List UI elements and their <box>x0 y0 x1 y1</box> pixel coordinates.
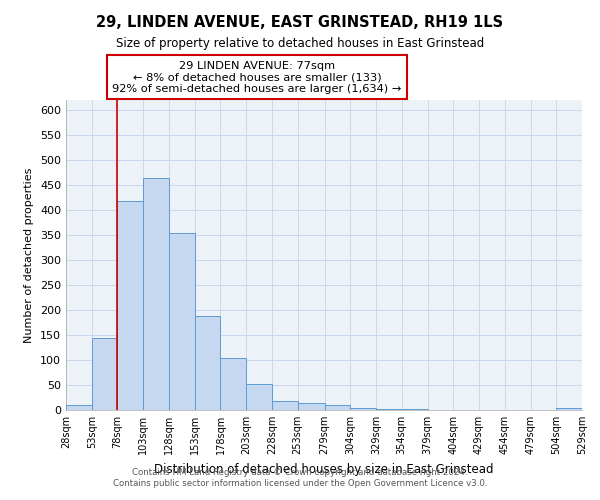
Bar <box>92 338 118 410</box>
Bar <box>195 316 220 410</box>
Text: Size of property relative to detached houses in East Grinstead: Size of property relative to detached ho… <box>116 38 484 51</box>
X-axis label: Distribution of detached houses by size in East Grinstead: Distribution of detached houses by size … <box>154 462 494 475</box>
Bar <box>220 358 246 410</box>
Bar <box>298 402 325 410</box>
Text: Contains HM Land Registry data © Crown copyright and database right 2024.
Contai: Contains HM Land Registry data © Crown c… <box>113 468 487 487</box>
Bar <box>556 408 582 410</box>
Bar <box>169 232 195 410</box>
Bar <box>143 178 169 410</box>
Bar <box>272 401 298 410</box>
Bar <box>376 408 402 410</box>
Bar <box>66 405 92 410</box>
Text: 29 LINDEN AVENUE: 77sqm
← 8% of detached houses are smaller (133)
92% of semi-de: 29 LINDEN AVENUE: 77sqm ← 8% of detached… <box>112 60 401 94</box>
Text: 29, LINDEN AVENUE, EAST GRINSTEAD, RH19 1LS: 29, LINDEN AVENUE, EAST GRINSTEAD, RH19 … <box>97 15 503 30</box>
Bar <box>325 405 350 410</box>
Bar <box>118 201 143 410</box>
Bar <box>402 409 428 410</box>
Bar <box>350 408 376 410</box>
Y-axis label: Number of detached properties: Number of detached properties <box>25 168 34 342</box>
Bar <box>246 384 272 410</box>
